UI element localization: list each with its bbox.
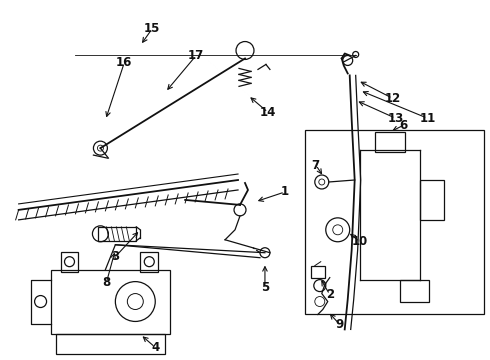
Bar [399,280,429,302]
Bar [140,252,158,272]
Bar [98,227,136,241]
Text: 5: 5 [261,281,269,294]
Bar [419,180,444,220]
Bar [61,252,78,272]
Text: 10: 10 [351,235,368,248]
Bar [50,270,170,334]
Text: 17: 17 [188,49,204,62]
Bar [311,266,325,278]
Text: 3: 3 [111,250,120,263]
Bar [55,334,165,354]
Text: 4: 4 [151,341,159,354]
Text: 13: 13 [388,112,404,125]
Bar [375,132,405,152]
Text: 12: 12 [385,92,401,105]
Text: 9: 9 [336,318,344,331]
Text: 16: 16 [116,56,132,69]
Text: 8: 8 [102,276,111,289]
Bar [305,130,484,315]
Text: 2: 2 [326,288,334,301]
Text: 1: 1 [281,185,289,198]
Text: 7: 7 [312,158,320,172]
Text: 11: 11 [419,112,436,125]
Text: 14: 14 [260,106,276,119]
Text: 15: 15 [144,22,160,35]
Text: 6: 6 [399,119,408,132]
